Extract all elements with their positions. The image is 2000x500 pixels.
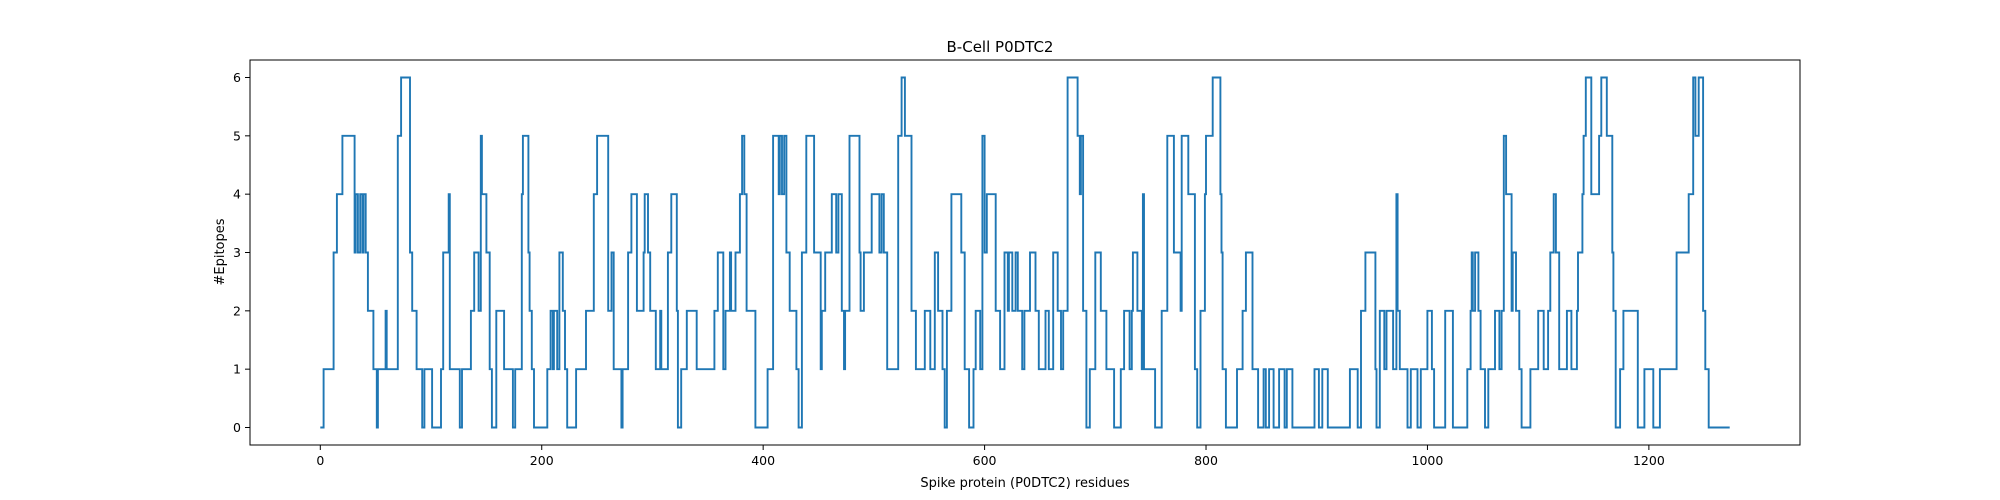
plot-frame bbox=[249, 59, 1801, 446]
x-tick-label: 200 bbox=[530, 453, 554, 468]
x-tick-label: 1000 bbox=[1412, 453, 1444, 468]
x-axis-label: Spike protein (P0DTC2) residues bbox=[920, 476, 1130, 491]
x-tick-label: 0 bbox=[316, 453, 324, 468]
y-tick-label: 0 bbox=[233, 420, 241, 435]
chart-title: B-Cell P0DTC2 bbox=[947, 38, 1054, 56]
x-axis: 0 200 400 600 800 1000 1200 bbox=[316, 445, 1665, 468]
x-tick-label: 1200 bbox=[1633, 453, 1665, 468]
y-tick-label: 5 bbox=[233, 128, 241, 143]
x-tick-label: 400 bbox=[751, 453, 775, 468]
y-tick-label: 6 bbox=[233, 70, 241, 85]
x-tick-label: 800 bbox=[1194, 453, 1218, 468]
y-tick-label: 4 bbox=[233, 187, 241, 202]
y-tick-label: 3 bbox=[233, 245, 241, 260]
y-axis: 0 1 2 3 4 5 6 bbox=[233, 70, 250, 435]
y-tick-label: 1 bbox=[233, 362, 241, 377]
y-axis-label: #Epitopes bbox=[213, 218, 228, 285]
series-line bbox=[320, 76, 1730, 429]
y-tick-label: 2 bbox=[233, 303, 241, 318]
x-tick-label: 600 bbox=[973, 453, 997, 468]
